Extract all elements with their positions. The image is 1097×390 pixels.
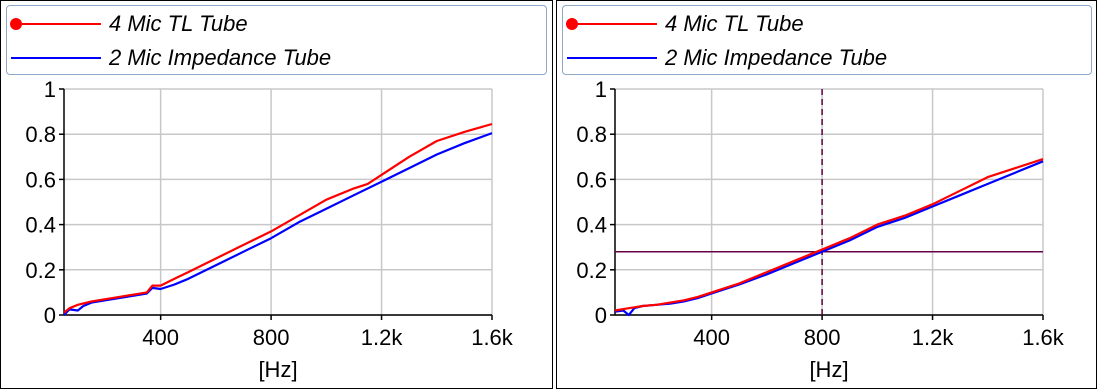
series-line-4-mic-tl-tube: [63, 122, 493, 314]
y-tick-label: 0.2: [25, 258, 56, 283]
chart-panel-right: 4 Mic TL Tube 2 Mic Impedance Tube 0 0.2 0…: [556, 0, 1097, 389]
circle-marker-icon: [566, 18, 578, 30]
series-line-2-mic-impedance-tube: [63, 132, 493, 316]
y-tick-label: 1: [44, 77, 56, 102]
x-tick-label: 400: [142, 325, 179, 350]
legend-swatch-red: [10, 17, 101, 31]
legend-entry-4-mic-tl-tube[interactable]: 4 Mic TL Tube: [10, 8, 248, 40]
x-tick-label: 1.6k: [471, 325, 514, 350]
legend-entry-2-mic-impedance-tube[interactable]: 2 Mic Impedance Tube: [11, 42, 331, 74]
x-tick-label: 800: [804, 325, 841, 350]
x-axis-label: [Hz]: [258, 357, 297, 382]
y-tick-label: 0.6: [576, 167, 607, 192]
legend-label: 2 Mic Impedance Tube: [109, 45, 332, 70]
x-tick-label: 400: [693, 325, 730, 350]
legend-label: 4 Mic TL Tube: [109, 11, 248, 36]
series-line-2-mic-impedance-tube: [614, 160, 1044, 317]
x-tick-label: 1.6k: [1022, 325, 1065, 350]
y-tick-label: 0.2: [576, 258, 607, 283]
y-tick-label: 0.6: [25, 167, 56, 192]
legend-label: 4 Mic TL Tube: [665, 11, 804, 36]
chart-panel-left: 4 Mic TL Tube 2 Mic Impedance Tube 0 0.2 0…: [0, 0, 553, 389]
plot-area[interactable]: 0 0.2 0.4 0.6 0.8 1 400 800 1.2k 1.6k [Hz]: [557, 1, 1097, 390]
series-line-4-mic-tl-tube: [614, 158, 1044, 312]
y-tick-label: 0.8: [576, 122, 607, 147]
y-tick-label: 0.4: [25, 213, 56, 238]
x-tick-label: 1.2k: [361, 325, 404, 350]
legend: 4 Mic TL Tube 2 Mic Impedance Tube: [562, 5, 1092, 75]
x-axis-label: [Hz]: [809, 357, 848, 382]
legend-entry-2-mic-impedance-tube[interactable]: 2 Mic Impedance Tube: [567, 42, 887, 74]
circle-marker-icon: [10, 18, 22, 30]
y-tick-label: 0.8: [25, 122, 56, 147]
legend-swatch-red: [566, 17, 657, 31]
legend: 4 Mic TL Tube 2 Mic Impedance Tube: [6, 5, 547, 75]
x-tick-label: 800: [253, 325, 290, 350]
plot-area[interactable]: 0 0.2 0.4 0.6 0.8 1 400 800 1.2k 1.6k [Hz]: [1, 1, 554, 390]
legend-swatch-blue: [11, 51, 101, 65]
legend-swatch-blue: [567, 51, 657, 65]
y-tick-label: 0.4: [576, 213, 607, 238]
y-tick-label: 0: [44, 303, 56, 328]
y-tick-label: 0: [595, 303, 607, 328]
legend-entry-4-mic-tl-tube[interactable]: 4 Mic TL Tube: [566, 8, 804, 40]
y-tick-label: 1: [595, 77, 607, 102]
x-tick-label: 1.2k: [912, 325, 955, 350]
legend-label: 2 Mic Impedance Tube: [665, 45, 888, 70]
